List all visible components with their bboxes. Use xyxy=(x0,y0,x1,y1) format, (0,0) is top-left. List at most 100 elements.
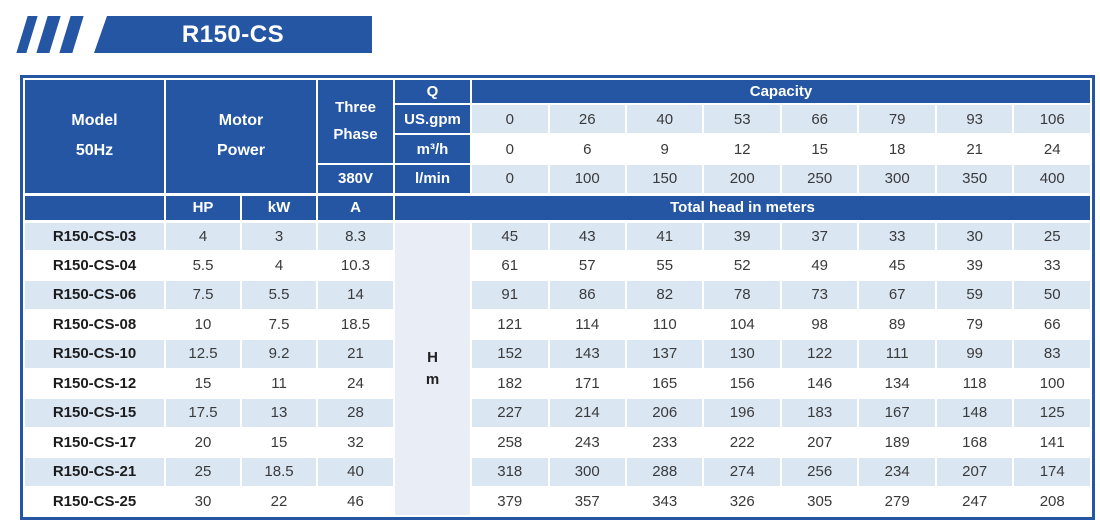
head-value: 288 xyxy=(624,456,705,488)
kw-value: 11 xyxy=(239,367,319,399)
spec-table-head: Model 50Hz Motor Power Three Phase Q Cap… xyxy=(23,78,1092,223)
amp-value: 14 xyxy=(316,279,396,311)
amp-value: 32 xyxy=(316,426,396,458)
model-cell: R150-CS-08 xyxy=(23,308,166,340)
table-row: R150-CS-12 15 11 24 182 171 165 156 146 134 118 100 xyxy=(23,367,1092,399)
flow-value: 93 xyxy=(934,103,1015,135)
kw-value: 3 xyxy=(239,220,319,252)
head-value: 137 xyxy=(624,338,705,370)
motor-header-line1: Motor xyxy=(218,111,264,129)
head-value: 91 xyxy=(470,279,550,311)
badge-stripe-icon xyxy=(16,16,38,53)
head-value: 30 xyxy=(934,220,1015,252)
kw-value: 22 xyxy=(239,485,319,517)
header-row-capacity: Model 50Hz Motor Power Three Phase Q Cap… xyxy=(23,78,1092,195)
amp-value: 10.3 xyxy=(316,249,396,281)
header-row-units: HP kW A Total head in meters xyxy=(23,192,1092,223)
kw-header: kW xyxy=(239,192,319,223)
usgpm-unit-label: US.gpm xyxy=(393,103,473,135)
head-value: 33 xyxy=(1012,249,1092,281)
head-value: 233 xyxy=(624,426,705,458)
head-value: 167 xyxy=(857,397,937,429)
hp-value: 25 xyxy=(164,456,242,488)
badge-stripe-icon xyxy=(36,16,61,53)
kw-value: 4 xyxy=(239,249,319,281)
motor-header-line2: Power xyxy=(217,142,266,160)
amp-value: 46 xyxy=(316,485,396,517)
table-row: R150-CS-21 25 18.5 40 318 300 288 274 256 234 207 1… xyxy=(23,456,1092,488)
amp-value: 40 xyxy=(316,456,396,488)
table-row: R150-CS-06 7.5 5.5 14 91 86 82 78 73 67 59 50 xyxy=(23,279,1092,311)
head-value: 125 xyxy=(1012,397,1092,429)
head-value: 168 xyxy=(934,426,1015,458)
head-value: 183 xyxy=(779,397,860,429)
hp-value: 5.5 xyxy=(164,249,242,281)
head-value: 86 xyxy=(547,279,627,311)
table-row: R150-CS-25 30 22 46 379 357 343 326 305 279 247 208 xyxy=(23,485,1092,517)
motor-power-header: Motor Power xyxy=(163,78,319,195)
head-value: 55 xyxy=(624,249,705,281)
head-value: 148 xyxy=(934,397,1015,429)
table-row: R150-CS-04 5.5 4 10.3 61 57 55 52 49 45 39 33 xyxy=(23,249,1092,281)
kw-value: 13 xyxy=(239,397,319,429)
flow-value: 0 xyxy=(470,133,550,165)
head-value: 182 xyxy=(470,367,550,399)
model-header-line1: Model xyxy=(71,111,118,129)
head-value: 45 xyxy=(470,220,550,252)
phase-header-line2: Phase xyxy=(333,125,378,143)
flow-value: 79 xyxy=(857,103,937,135)
head-value: 243 xyxy=(547,426,627,458)
head-value: 100 xyxy=(1012,367,1092,399)
kw-value: 9.2 xyxy=(239,338,319,370)
hp-value: 30 xyxy=(164,485,242,517)
band-spacer-cell xyxy=(23,192,166,223)
flow-value: 0 xyxy=(470,103,550,135)
head-value: 227 xyxy=(470,397,550,429)
head-value: 141 xyxy=(1012,426,1092,458)
flow-value: 350 xyxy=(934,163,1015,195)
head-value: 39 xyxy=(934,249,1015,281)
head-value: 99 xyxy=(934,338,1015,370)
head-value: 214 xyxy=(547,397,627,429)
flow-value: 15 xyxy=(779,133,860,165)
head-value: 111 xyxy=(857,338,937,370)
badge-bar: R150-CS xyxy=(94,16,372,53)
voltage-header: 380V xyxy=(316,163,396,195)
flow-row-usgpm: US.gpm 0 26 40 53 66 79 93 106 xyxy=(24,103,1092,135)
flow-value: 0 xyxy=(470,163,550,195)
head-value: 25 xyxy=(1012,220,1092,252)
model-cell: R150-CS-12 xyxy=(23,367,166,399)
head-value: 326 xyxy=(702,485,782,517)
head-value: 274 xyxy=(702,456,782,488)
head-value: 45 xyxy=(857,249,937,281)
head-value: 98 xyxy=(779,308,860,340)
head-value: 256 xyxy=(779,456,860,488)
table-row: R150-CS-15 17.5 13 28 227 214 206 196 183 167 148 1… xyxy=(23,397,1092,429)
flow-value: 21 xyxy=(934,133,1015,165)
hp-value: 4 xyxy=(164,220,242,252)
flow-value: 66 xyxy=(779,103,860,135)
head-value: 73 xyxy=(779,279,860,311)
amp-value: 21 xyxy=(316,338,396,370)
head-value: 343 xyxy=(624,485,705,517)
kw-value: 7.5 xyxy=(239,308,319,340)
flow-value: 6 xyxy=(547,133,627,165)
head-value: 89 xyxy=(857,308,937,340)
model-cell: R150-CS-17 xyxy=(23,426,166,458)
amp-value: 8.3 xyxy=(316,220,396,252)
model-cell: R150-CS-25 xyxy=(23,485,166,517)
hp-value: 12.5 xyxy=(164,338,242,370)
flow-row-lmin: 380V l/min 0 100 150 200 250 300 350 400 xyxy=(24,163,1092,195)
hp-header: HP xyxy=(164,192,242,223)
amp-value: 24 xyxy=(316,367,396,399)
head-value: 357 xyxy=(547,485,627,517)
flow-value: 106 xyxy=(1012,103,1092,135)
amp-value: 28 xyxy=(316,397,396,429)
head-value: 208 xyxy=(1012,485,1092,517)
head-value: 247 xyxy=(934,485,1015,517)
flow-value: 300 xyxy=(857,163,937,195)
head-value: 258 xyxy=(470,426,550,458)
